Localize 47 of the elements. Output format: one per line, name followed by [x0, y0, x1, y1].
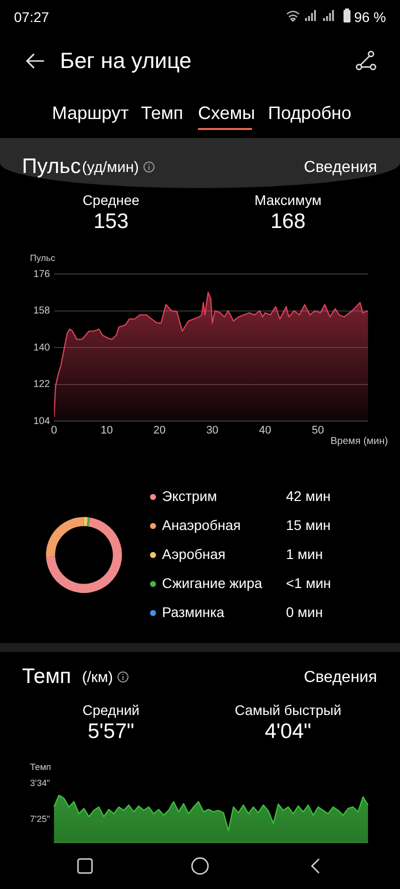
data-label: 42 мин	[286, 488, 331, 504]
text: 4'04"	[264, 720, 312, 744]
text: 96 %	[354, 9, 386, 25]
y-tick-label: 122	[33, 379, 50, 390]
legend-label: Аэробная	[162, 546, 226, 562]
x-tick-label: 30	[206, 424, 218, 437]
chart-title: Темп	[22, 665, 72, 689]
text: Маршрут	[52, 103, 129, 124]
text: Самый быстрый	[234, 702, 342, 718]
text: Сведения	[304, 159, 377, 177]
text: Подробно	[268, 103, 352, 124]
x-tick-label: 0	[50, 424, 58, 437]
y-tick-label: 140	[33, 342, 50, 354]
text: 5'57"	[88, 720, 134, 744]
chart-title: Пульс	[22, 155, 81, 179]
legend-label: Экстрим	[162, 488, 217, 504]
text: 168	[270, 210, 306, 234]
y-axis-title: Пульс	[30, 253, 56, 263]
x-tick-label: 50	[312, 424, 324, 437]
text: Максимум	[254, 192, 322, 208]
text: Бег на улице	[60, 48, 192, 74]
text: 3'34"	[30, 778, 50, 788]
x-tick-label: 40	[258, 424, 272, 437]
chart-subtitle: (/км)	[82, 669, 114, 686]
y-tick-label: 176	[33, 268, 50, 280]
text: Темп	[141, 103, 184, 124]
data-label: 15 мин	[286, 517, 331, 533]
text: 7'25"	[30, 814, 50, 824]
text: Схемы	[198, 103, 256, 124]
legend-label: Разминка	[162, 604, 224, 620]
text: Средний	[82, 702, 140, 718]
text: Среднее	[82, 192, 140, 208]
x-tick-label: 10	[100, 424, 113, 437]
text: 07:27	[14, 9, 50, 25]
y-tick-label: 158	[33, 306, 50, 316]
chart-subtitle: (уд/мин)	[82, 159, 139, 176]
legend-label: Анаэробная	[162, 517, 241, 533]
text: Сведения	[304, 669, 377, 687]
y-axis-title: Темп	[30, 762, 52, 772]
data-label: 1 мин	[286, 546, 323, 562]
x-axis-title: Время (мин)	[330, 436, 388, 447]
data-label: <1 мин	[286, 575, 332, 591]
y-tick-label: 104	[33, 416, 50, 427]
legend-label: Сжигание жира	[162, 575, 262, 591]
text: 153	[93, 210, 129, 234]
text: 0 мин	[286, 604, 323, 620]
x-tick-label: 20	[153, 424, 166, 437]
